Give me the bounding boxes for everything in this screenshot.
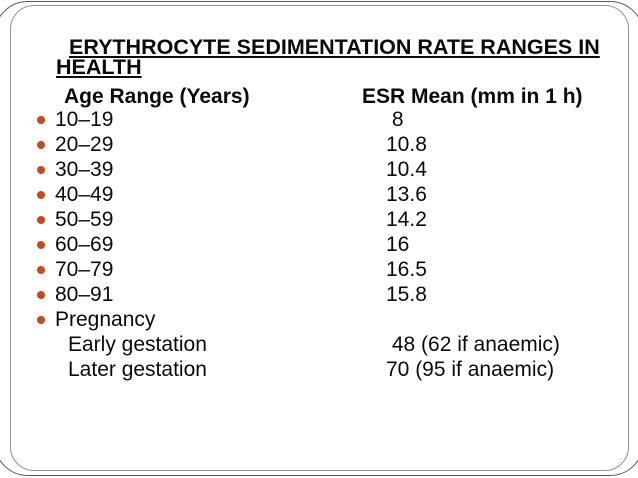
esr-mean-column-header: ESR Mean (mm in 1 h) — [362, 85, 583, 108]
age-range-value: 60–69 — [55, 233, 114, 256]
esr-mean-value: 10.8 — [386, 133, 427, 156]
bullet-icon — [37, 265, 45, 274]
column-headers: Age Range (Years) ESR Mean (mm in 1 h) — [0, 84, 638, 109]
table-subrow: Later gestation 70 (95 if anaemic) — [0, 357, 638, 382]
page-title-line-1: ERYTHROCYTE SEDIMENTATION RATE RANGES IN — [69, 35, 600, 59]
esr-mean-value: 70 (95 if anaemic) — [386, 358, 555, 381]
table-row: 10–19 8 — [0, 107, 638, 132]
esr-mean-value: 16.5 — [386, 258, 427, 281]
table-row: 70–79 16.5 — [0, 257, 638, 282]
esr-mean-value: 8 — [386, 108, 404, 131]
bullet-icon — [37, 290, 45, 299]
gestation-label: Later gestation — [68, 358, 207, 381]
age-range-value: 70–79 — [55, 258, 114, 281]
bullet-icon — [37, 240, 45, 249]
bullet-icon — [37, 190, 45, 199]
age-range-value: 30–39 — [55, 158, 114, 181]
bullet-icon — [37, 140, 45, 149]
table-row: 20–29 10.8 — [0, 132, 638, 157]
gestation-label: Early gestation — [68, 333, 207, 356]
page-title-line-2: HEALTH — [56, 55, 142, 79]
esr-mean-value: 15.8 — [386, 283, 427, 306]
age-range-value: 40–49 — [55, 183, 114, 206]
age-range-value: 50–59 — [55, 208, 114, 231]
table-row: 40–49 13.6 — [0, 182, 638, 207]
bullet-icon — [37, 315, 45, 324]
slide-frame — [10, 5, 629, 471]
bullet-icon — [37, 115, 45, 124]
age-range-value: 10–19 — [55, 108, 114, 131]
esr-mean-value: 10.4 — [386, 158, 427, 181]
esr-table: 10–19 8 20–29 10.8 30–39 10.4 40–49 13.6… — [0, 107, 638, 382]
esr-mean-value: 14.2 — [386, 208, 427, 231]
esr-mean-value: 16 — [386, 233, 410, 256]
table-row: 50–59 14.2 — [0, 207, 638, 232]
esr-mean-value: 48 (62 if anaemic) — [386, 333, 560, 356]
bullet-icon — [37, 215, 45, 224]
table-row: 80–91 15.8 — [0, 282, 638, 307]
table-row: 60–69 16 — [0, 232, 638, 257]
age-range-value: Pregnancy — [55, 308, 156, 331]
age-range-value: 80–91 — [55, 283, 114, 306]
esr-mean-value: 13.6 — [386, 183, 427, 206]
table-row-pregnancy: Pregnancy — [0, 307, 638, 332]
bullet-icon — [37, 165, 45, 174]
table-subrow: Early gestation 48 (62 if anaemic) — [0, 332, 638, 357]
age-range-column-header: Age Range (Years) — [64, 85, 250, 108]
table-row: 30–39 10.4 — [0, 157, 638, 182]
age-range-value: 20–29 — [55, 133, 114, 156]
